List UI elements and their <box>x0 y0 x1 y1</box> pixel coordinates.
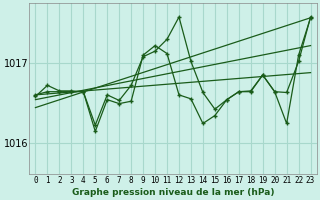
X-axis label: Graphe pression niveau de la mer (hPa): Graphe pression niveau de la mer (hPa) <box>72 188 274 197</box>
